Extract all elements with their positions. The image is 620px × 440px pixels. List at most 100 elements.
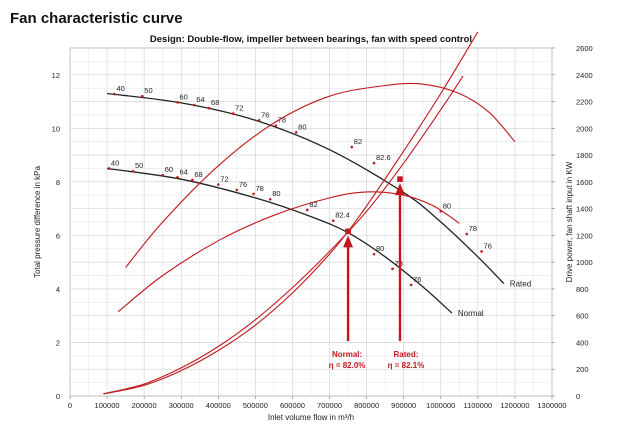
y2-tick-label: 400 <box>576 338 589 347</box>
y2-tick-label: 1400 <box>576 205 593 214</box>
efficiency-marker <box>161 173 164 177</box>
efficiency-label: 64 <box>180 167 188 176</box>
efficiency-marker <box>192 103 196 107</box>
x-tick-label: 300000 <box>169 401 194 410</box>
y2-tick-label: 1800 <box>576 151 593 160</box>
y2-tick-label: 200 <box>576 365 589 374</box>
x-tick-label: 0 <box>68 401 72 410</box>
efficiency-marker <box>465 232 469 236</box>
y2-tick-label: 0 <box>576 392 580 401</box>
efficiency-label: 50 <box>144 86 152 95</box>
pressure-curve-rated <box>107 92 505 285</box>
y2-tick-label: 800 <box>576 285 589 294</box>
y2-tick-label: 600 <box>576 312 589 321</box>
efficiency-label: 40 <box>111 158 119 167</box>
efficiency-label: 76 <box>484 241 492 250</box>
efficiency-marker <box>107 167 111 170</box>
efficiency-marker <box>372 252 376 256</box>
y2-tick-label: 1600 <box>576 178 593 187</box>
y2-tick-label: 2600 <box>576 44 593 53</box>
x-tick-label: 1100000 <box>464 401 493 410</box>
x-tick-label: 800000 <box>354 401 379 410</box>
efficiency-marker <box>391 267 394 271</box>
efficiency-label: 76 <box>413 275 421 284</box>
efficiency-label: 72 <box>220 175 228 184</box>
operating-point-marker <box>397 176 403 182</box>
system-curve <box>103 75 464 395</box>
efficiency-marker <box>217 183 220 186</box>
y2-tick-label: 2400 <box>576 71 593 80</box>
efficiency-label: 80 <box>376 244 384 253</box>
efficiency-label: 78 <box>256 184 264 193</box>
efficiency-label: 64 <box>196 95 204 104</box>
efficiency-label: 78 <box>469 224 477 233</box>
operating-point-efficiency: η = 82.1% <box>388 361 425 370</box>
efficiency-label: 78 <box>395 259 403 268</box>
x-tick-label: 1000000 <box>426 401 455 410</box>
efficiency-marker <box>231 112 235 115</box>
efficiency-label: 76 <box>261 110 269 119</box>
power-curve <box>117 191 460 313</box>
efficiency-label: 82.6 <box>376 153 391 162</box>
y-tick-label: 4 <box>56 285 60 294</box>
efficiency-marker <box>350 145 354 149</box>
x-tick-label: 400000 <box>206 401 231 410</box>
efficiency-label: 40 <box>116 84 124 93</box>
pressure-curve-normal <box>107 167 453 314</box>
x-tick-label: 600000 <box>280 401 305 410</box>
efficiency-label: 82 <box>309 200 317 209</box>
efficiency-label: 72 <box>235 104 243 113</box>
efficiency-label: 60 <box>165 165 173 174</box>
efficiency-label: 82 <box>354 137 362 146</box>
x-tick-label: 500000 <box>243 401 268 410</box>
operating-point-arrowhead <box>394 183 405 196</box>
x-tick-label: 1300000 <box>537 401 566 410</box>
efficiency-label: 60 <box>180 92 188 101</box>
y-tick-label: 12 <box>52 71 60 80</box>
efficiency-marker <box>235 188 239 192</box>
efficiency-marker <box>113 92 116 96</box>
efficiency-label: 68 <box>211 98 219 107</box>
efficiency-marker <box>268 197 272 201</box>
operating-point-marker <box>345 228 351 235</box>
efficiency-marker <box>305 208 309 212</box>
efficiency-marker <box>331 219 335 222</box>
power-curve <box>125 82 516 268</box>
y2-axis-label: Drive power, fan shaft input in KW <box>565 161 574 282</box>
efficiency-marker <box>131 169 135 173</box>
efficiency-marker <box>207 106 211 110</box>
curve-label-normal: Normal <box>458 309 484 318</box>
x-axis-label: Inlet volume flow in m³/h <box>268 413 354 422</box>
efficiency-marker <box>191 178 194 182</box>
efficiency-marker <box>294 131 298 134</box>
efficiency-marker <box>372 161 376 165</box>
x-tick-label: 1200000 <box>500 401 529 410</box>
efficiency-marker <box>480 250 483 253</box>
efficiency-label: 76 <box>239 180 247 189</box>
efficiency-marker <box>409 283 413 287</box>
operating-point-efficiency: η = 82.0% <box>329 361 366 370</box>
y-tick-label: 0 <box>56 392 60 401</box>
operating-point-label: Rated: <box>394 350 419 359</box>
x-tick-label: 200000 <box>132 401 157 410</box>
y2-tick-label: 2200 <box>576 98 593 107</box>
efficiency-label: 80 <box>443 201 451 210</box>
efficiency-label: 78 <box>278 116 286 125</box>
y-axis-label: Total pressure difference in kPa <box>33 165 42 277</box>
efficiency-label: 82.4 <box>335 211 350 220</box>
y-tick-label: 10 <box>52 124 60 133</box>
y2-tick-label: 1200 <box>576 231 593 240</box>
x-tick-label: 100000 <box>95 401 120 410</box>
efficiency-label: 68 <box>194 170 202 179</box>
chart-subtitle: Design: Double-flow, impeller between be… <box>150 34 472 45</box>
x-tick-label: 700000 <box>317 401 342 410</box>
y-tick-label: 2 <box>56 338 60 347</box>
efficiency-marker <box>257 118 261 122</box>
efficiency-label: 80 <box>272 189 280 198</box>
curve-label-rated: Rated <box>510 280 531 289</box>
operating-point-label: Normal: <box>332 350 362 359</box>
efficiency-marker <box>252 192 255 196</box>
y-tick-label: 6 <box>56 231 60 240</box>
y2-tick-label: 2000 <box>576 124 593 133</box>
